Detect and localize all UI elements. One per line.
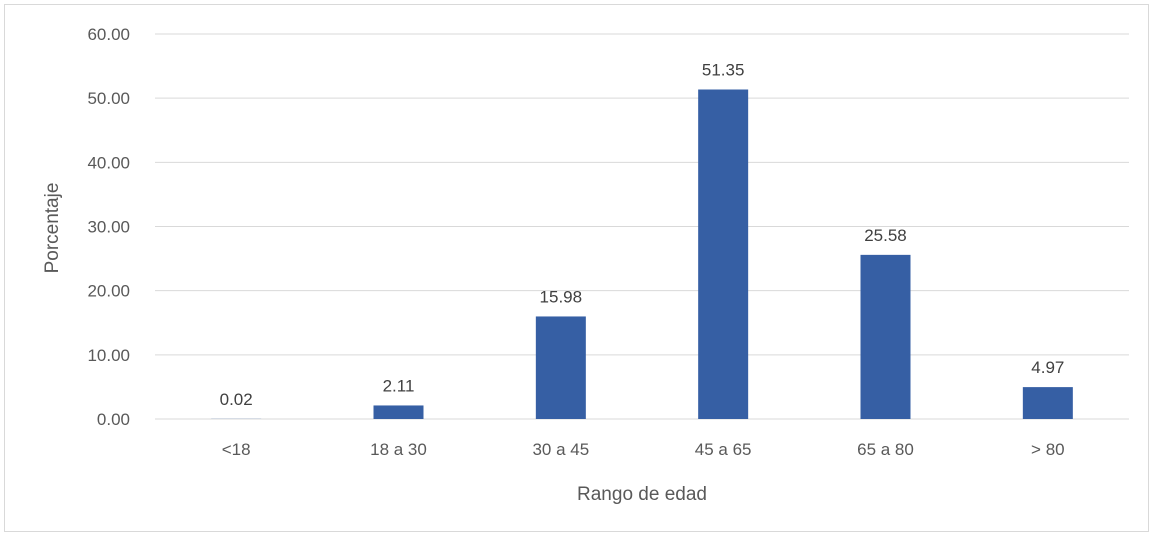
x-tick-label: 65 a 80 (857, 440, 914, 459)
bar (535, 316, 586, 419)
y-tick-label: 20.00 (87, 282, 130, 301)
x-tick-label: 30 a 45 (532, 440, 589, 459)
y-tick-label: 60.00 (87, 25, 130, 44)
y-axis-title: Porcentaje (42, 183, 63, 274)
x-axis-title: Rango de edad (577, 484, 707, 505)
data-label: 2.11 (383, 376, 415, 395)
bar (373, 405, 424, 419)
y-tick-label: 10.00 (87, 346, 130, 365)
data-label: 4.97 (1031, 358, 1064, 377)
bar (698, 89, 749, 420)
gridlines (155, 33, 1129, 420)
x-tick-label: 18 a 30 (370, 440, 427, 459)
data-label: 15.98 (540, 287, 583, 306)
y-tick-label: 50.00 (87, 89, 130, 108)
x-tick-label: > 80 (1031, 440, 1065, 459)
bar (860, 254, 911, 419)
y-tick-label: 0.00 (97, 410, 130, 429)
y-tick-labels: 0.00 10.00 20.00 30.00 40.00 50.00 60.00 (87, 25, 130, 429)
y-tick-label: 40.00 (87, 153, 130, 172)
bars (211, 89, 1073, 420)
y-tick-label: 30.00 (87, 218, 130, 237)
x-tick-labels: <18 18 a 30 30 a 45 45 a 65 65 a 80 > 80 (222, 440, 1065, 459)
x-tick-label: <18 (222, 440, 251, 459)
chart-frame (4, 4, 1149, 532)
x-tick-label: 45 a 65 (695, 440, 752, 459)
bar (1022, 387, 1073, 419)
data-label: 0.02 (220, 390, 253, 409)
data-labels: 0.02 2.11 15.98 51.35 25.58 4.97 (220, 61, 1065, 409)
data-label: 25.58 (864, 226, 907, 245)
data-label: 51.35 (702, 61, 745, 80)
